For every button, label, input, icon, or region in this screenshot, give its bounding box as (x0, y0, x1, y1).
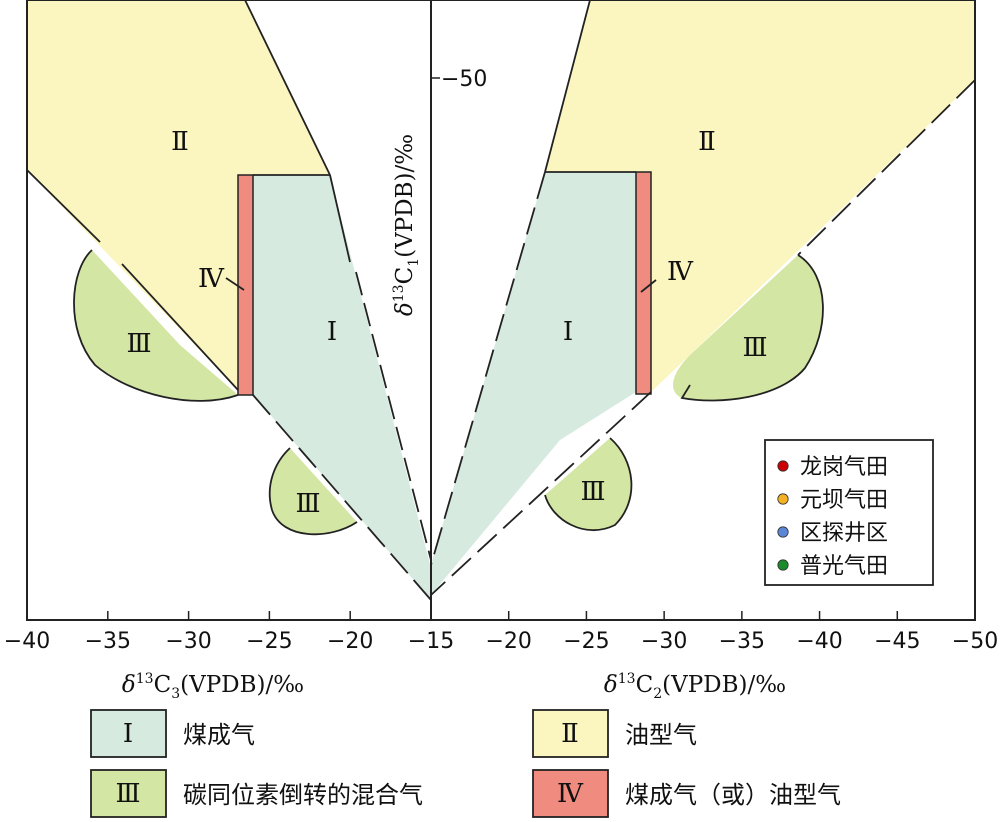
y-tick-label: −50 (441, 67, 487, 92)
region-ii-right (545, 0, 975, 393)
region-label-iv-right: Ⅳ (667, 257, 694, 287)
bottom-legend: Ⅰ 煤成气 Ⅱ 油型气 Ⅲ 碳同位素倒转的混合气 Ⅳ 煤成气（或）油型气 (90, 709, 841, 818)
region-i-right (431, 172, 636, 595)
region-label-i-right: Ⅰ (563, 317, 573, 347)
region-layer (27, 0, 975, 600)
x-tick-label-right: −40 (796, 629, 842, 654)
x-tick-label-left: −15 (408, 629, 454, 654)
bottom-legend-symbol: Ⅱ (561, 719, 579, 749)
region-ii-left (27, 0, 330, 390)
region-label-iii-left-lower: Ⅲ (295, 489, 320, 519)
bottom-legend-swatch-ii (532, 709, 609, 758)
region-label-iii-right-lower: Ⅲ (580, 477, 605, 507)
region-label-iii-right-upper: Ⅲ (742, 333, 767, 363)
bottom-legend-swatch-iv (532, 769, 609, 818)
x-axis-right-label: δ13C2(VPDB)/‰ (604, 671, 786, 702)
x-tick-label-right: −50 (952, 629, 998, 654)
region-label-iv-left: Ⅳ (198, 264, 225, 294)
region-iii-right-upper (672, 255, 823, 401)
x-tick-label-right: −35 (719, 629, 765, 654)
region-label-i-left: Ⅰ (327, 317, 337, 347)
plot-frame (26, 0, 976, 621)
y-axis: −50−45−40−35−30−25−20 (431, 67, 487, 92)
bottom-legend-text: 油型气 (625, 721, 697, 749)
region-iii-left-lower (269, 448, 357, 535)
region-iv-right (635, 171, 652, 395)
legend-label-yuanba: 元坝气田 (800, 488, 888, 513)
x-tick-label-right: −30 (641, 629, 687, 654)
x-tick-label-left: −20 (327, 629, 373, 654)
bottom-legend-swatch-i (90, 709, 167, 758)
x-tick-label-left: −40 (4, 629, 50, 654)
x-tick-label-left: −35 (85, 629, 131, 654)
bottom-legend-text: 煤成气 (183, 721, 255, 749)
bottom-legend-symbol: Ⅲ (115, 779, 140, 809)
x-tick-label-right: −20 (485, 629, 531, 654)
legend-label-puguang: 普光气田 (800, 554, 888, 579)
legend-label-longgang: 龙岗气田 (800, 455, 888, 480)
x-axis-right: −20 −25 −30 −35 −40 −45 −50 (485, 611, 998, 654)
bottom-legend-symbol: Ⅰ (123, 719, 133, 749)
legend-marker-qutan (777, 526, 789, 538)
region-iii-right-lower (545, 438, 632, 531)
y-axis-label: δ13C1(VPDB)/‰ (391, 134, 422, 316)
legend-box (764, 439, 934, 586)
region-iii-left-upper (73, 250, 239, 401)
region-label-ii-right: Ⅱ (698, 127, 716, 157)
legend-label-qutan: 区探井区 (800, 521, 888, 546)
bottom-legend-text: 煤成气（或）油型气 (625, 781, 841, 809)
legend-marker-yuanba (777, 493, 789, 505)
x-tick-label-left: −30 (165, 629, 211, 654)
legend-marker-puguang (777, 559, 789, 571)
x-axis-left: −40 −35 −30 −25 −20 −15 (4, 611, 454, 654)
x-tick-label-left: −25 (246, 629, 292, 654)
bottom-legend-swatch-iii (90, 769, 167, 818)
region-label-ii-left: Ⅱ (171, 127, 189, 157)
x-tick-label-right: −45 (874, 629, 920, 654)
bottom-legend-symbol: Ⅳ (557, 779, 584, 809)
region-iv-left (237, 174, 254, 396)
region-i-left (252, 175, 431, 600)
x-axis-left-label: δ13C3(VPDB)/‰ (122, 671, 304, 702)
bottom-legend-text: 碳同位素倒转的混合气 (183, 781, 423, 809)
x-tick-label-right: −25 (563, 629, 609, 654)
legend-marker-longgang (777, 460, 789, 472)
boundary-lines (26, 0, 976, 601)
region-label-iii-left-upper: Ⅲ (126, 329, 151, 359)
